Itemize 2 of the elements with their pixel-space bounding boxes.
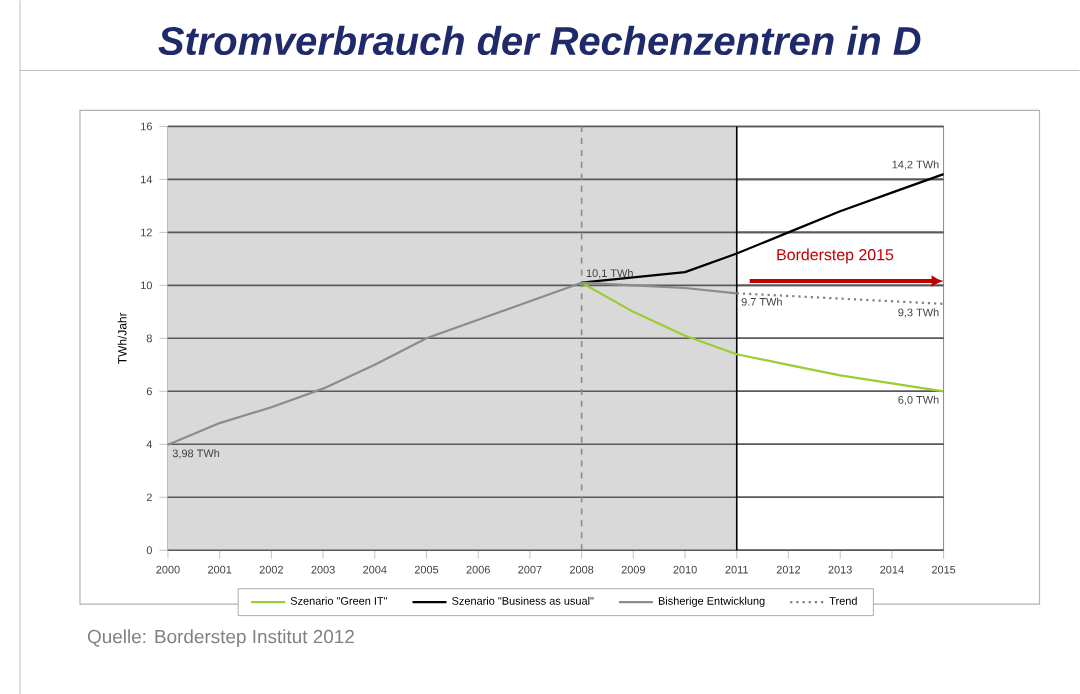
source-note: Quelle: Borderstep Institut 2012 bbox=[87, 629, 354, 647]
chart-title: Stromverbrauch der Rechenzentren in D bbox=[158, 25, 921, 55]
